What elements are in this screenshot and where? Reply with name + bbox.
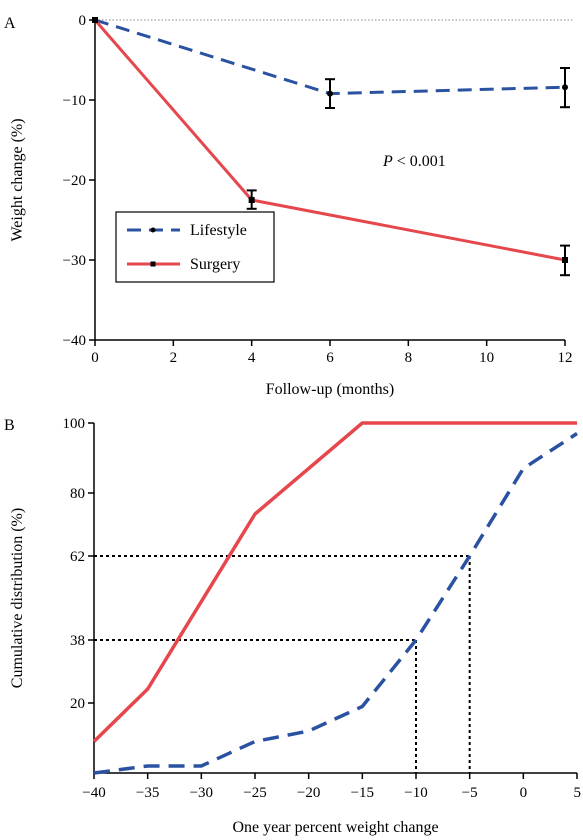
panel-b-letter: B xyxy=(4,417,15,434)
panel-a-point xyxy=(248,197,255,203)
panel-b-x-tick-label: −25 xyxy=(243,785,266,801)
panel-a-y-tick-label: −20 xyxy=(63,173,86,189)
panel-a-point xyxy=(562,84,568,91)
panel-b-y-tick-label: 62 xyxy=(70,549,85,565)
panel-b-y-axis-title: Cumulative distribution (%) xyxy=(9,508,26,688)
panel-b-series-surgery-line xyxy=(92,421,577,743)
panel-a-point xyxy=(327,90,333,97)
panel-a-y-tick-label: −10 xyxy=(63,93,86,109)
panel-a-p-value-text: < 0.001 xyxy=(393,153,446,170)
panel-a-x-axis-title: Follow-up (months) xyxy=(266,381,394,398)
panel-a-y-tick-label: −40 xyxy=(63,333,86,349)
panel-b-chart: 20 38 62 80 100 −40 −35 −30 −25 −20 −15 −10 −5 0 5 One … xyxy=(9,416,581,836)
panel-a-x-tick-label: 12 xyxy=(558,350,573,366)
panel-a-point xyxy=(92,17,98,23)
panel-a-y-tick-label: 0 xyxy=(79,13,87,29)
panel-a-legend-label: Lifestyle xyxy=(190,222,247,239)
panel-b-x-tick-label: −35 xyxy=(136,785,159,801)
panel-a-legend-marker xyxy=(150,261,156,267)
panel-a-point xyxy=(562,257,568,263)
panel-a-y-axis-title: Weight change (%) xyxy=(9,118,26,241)
panel-a-letter: A xyxy=(4,15,16,32)
panel-a-x-tick-label: 4 xyxy=(248,350,256,366)
panel-b-x-tick-label: −20 xyxy=(297,785,320,801)
panel-b-x-tick-label: 5 xyxy=(574,785,582,801)
panel-a-chart: 0 −10 −20 −30 −40 0 2 4 6 8 10 12 Follow-up (months)… xyxy=(9,13,573,398)
panel-a-p-value: P < 0.001 xyxy=(382,153,446,170)
panel-a-x-tick-label: 2 xyxy=(170,350,178,366)
panel-a-x-tick-label: 10 xyxy=(479,350,494,366)
panel-b-x-tick-label: −30 xyxy=(190,785,213,801)
panel-a-legend-label: Surgery xyxy=(190,256,240,273)
panel-b-y-tick-label: 38 xyxy=(70,633,85,649)
panel-a-legend: Lifestyle Surgery xyxy=(115,211,275,283)
panel-b-y-tick-label: 80 xyxy=(70,486,85,502)
panel-a-x-tick-label: 0 xyxy=(91,350,99,366)
panel-a-legend-marker xyxy=(150,227,156,233)
panel-b-x-tick-label: 0 xyxy=(520,785,528,801)
panel-a-legend-box xyxy=(115,211,275,283)
panel-a-y-tick-label: −30 xyxy=(63,253,86,269)
panel-a-p-value-symbol: P xyxy=(382,153,393,170)
panel-b-x-tick-label: −15 xyxy=(351,785,374,801)
panel-b-series-lifestyle-line xyxy=(93,432,578,775)
panel-b-x-axis-title: One year percent weight change xyxy=(232,819,438,836)
panel-b-y-tick-label: 100 xyxy=(63,416,86,432)
panel-a-x-tick-label: 6 xyxy=(326,350,334,366)
panel-b-x-tick-label: −5 xyxy=(462,785,478,801)
panel-a-x-tick-label: 8 xyxy=(405,350,413,366)
panel-b-x-tick-label: −10 xyxy=(404,785,427,801)
panel-b-y-tick-label: 20 xyxy=(70,696,85,712)
panel-b-x-tick-label: −40 xyxy=(82,785,105,801)
